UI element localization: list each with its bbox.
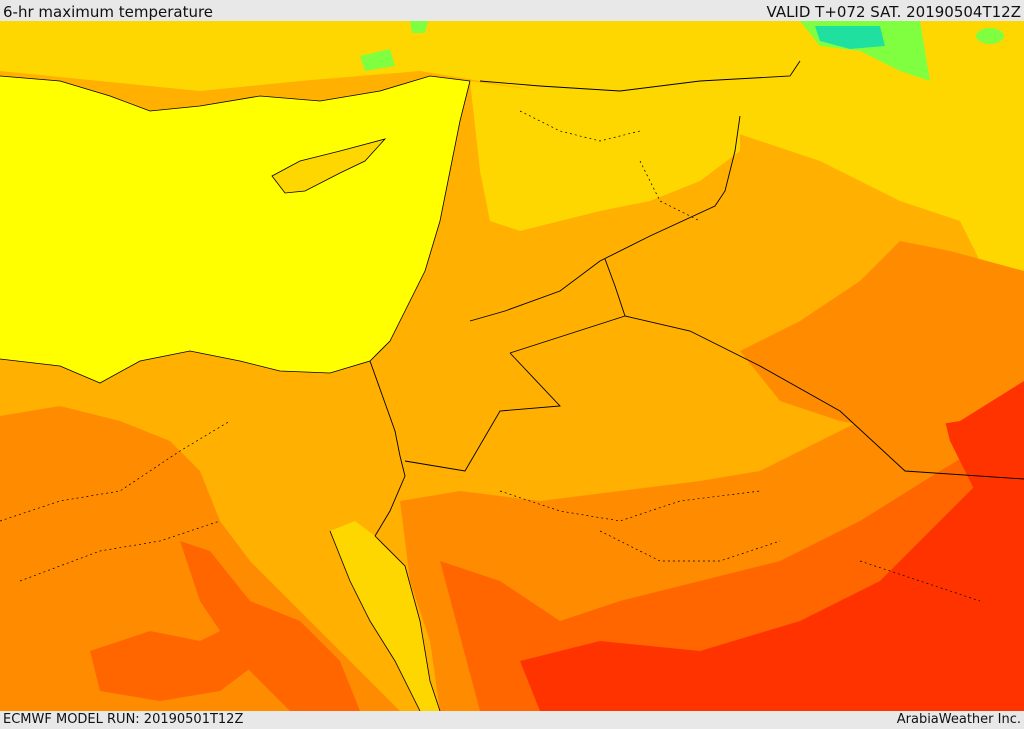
valid-time: VALID T+072 SAT. 20190504T12Z (766, 3, 1021, 21)
model-run: ECMWF MODEL RUN: 20190501T12Z (3, 712, 244, 727)
cool-spot-ne2 (815, 26, 885, 49)
map-title: 6-hr maximum temperature (3, 3, 214, 21)
country-borders (369, 60, 1024, 537)
nile-darkorange (180, 541, 360, 711)
province-borders (0, 110, 981, 602)
temperature-map (0, 21, 1024, 711)
cool-spot-n2 (410, 21, 428, 33)
credit: ArabiaWeather Inc. (896, 712, 1021, 727)
cool-spot-e (976, 28, 1004, 44)
footer-bar: ECMWF MODEL RUN: 20190501T12Z ArabiaWeat… (0, 711, 1024, 729)
egypt-darkorange (90, 621, 260, 701)
header-bar: 6-hr maximum temperature VALID T+072 SAT… (0, 0, 1024, 21)
north-band (0, 21, 1024, 271)
cyprus (271, 138, 387, 194)
syria-light (470, 81, 740, 231)
coastlines (0, 75, 471, 711)
iraq-orange (740, 241, 1024, 431)
saudi-red (520, 451, 1024, 711)
red-sea (330, 521, 440, 711)
cool-spot-n (360, 49, 395, 71)
